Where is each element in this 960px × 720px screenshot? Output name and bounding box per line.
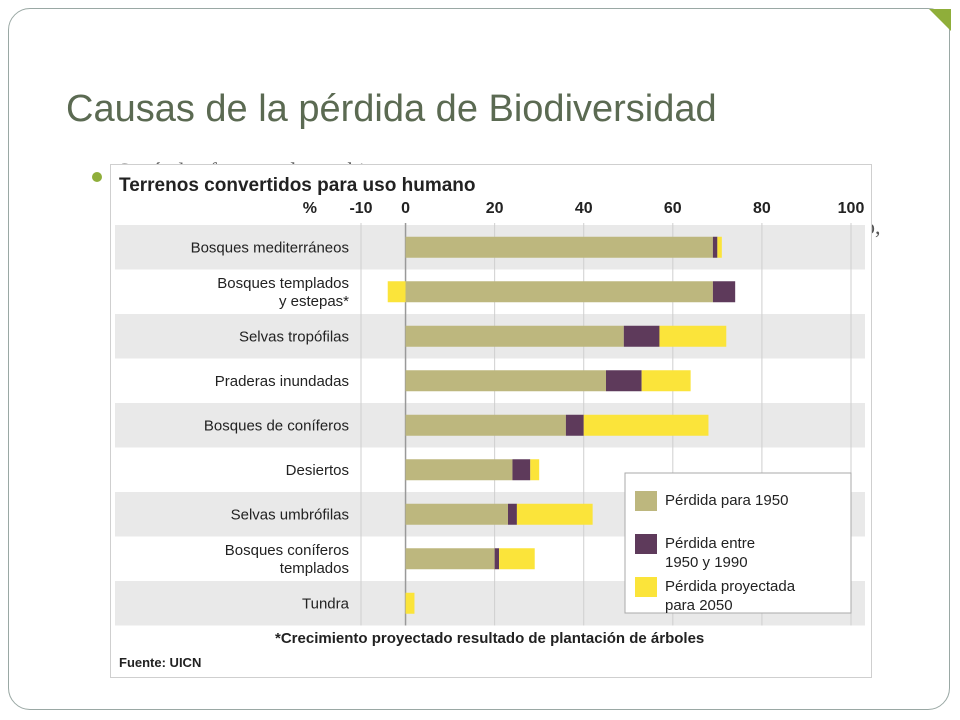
bar-segment	[405, 459, 513, 481]
slide-title: Causas de la pérdida de Biodiversidad	[66, 88, 717, 130]
source-label: Fuente: UICN	[119, 655, 201, 670]
category-label: Bosques mediterráneos	[191, 239, 349, 256]
category-label: Desiertos	[286, 462, 349, 479]
x-tick-label: -10	[349, 200, 372, 217]
bar-segment	[405, 370, 606, 392]
x-tick-label: 20	[486, 200, 504, 217]
bar-segment	[516, 503, 593, 525]
bar-segment	[494, 548, 500, 570]
legend-label: Pérdida proyectada	[665, 578, 796, 595]
legend-swatch	[635, 491, 657, 511]
legend-label: Pérdida entre	[665, 535, 755, 552]
bar-segment	[387, 281, 406, 303]
category-labels: Bosques mediterráneos Bosques templadosy …	[191, 239, 350, 612]
bars	[387, 236, 736, 614]
footnote: *Crecimiento proyectado resultado de pla…	[275, 630, 704, 647]
bar-segment	[405, 414, 566, 436]
x-tick-label: 0	[401, 200, 410, 217]
bar-segment	[565, 414, 584, 436]
bar-segment	[717, 236, 722, 258]
bar-segment	[712, 236, 718, 258]
category-label: Bosques coníferos	[225, 542, 349, 559]
bar-chart: Terrenos convertidos para uso humano % -…	[115, 175, 865, 670]
bar-segment	[712, 281, 736, 303]
chart-title: Terrenos convertidos para uso humano	[119, 175, 476, 196]
x-tick-labels: -10 0 20 40 60 80 100	[349, 200, 864, 217]
bar-segment	[405, 325, 624, 347]
x-tick-label: 100	[838, 200, 865, 217]
bar-segment	[659, 325, 727, 347]
bar-segment	[405, 503, 508, 525]
bar-segment	[512, 459, 531, 481]
category-label: Praderas inundadas	[215, 373, 349, 390]
chart-panel: Terrenos convertidos para uso humano % -…	[110, 164, 872, 678]
bar-segment	[583, 414, 709, 436]
corner-accent	[929, 9, 951, 31]
bar-segment	[641, 370, 691, 392]
legend: Pérdida para 1950 Pérdida entre 1950 y 199…	[624, 472, 852, 614]
legend-box	[624, 472, 852, 614]
x-tick-label: 80	[753, 200, 771, 217]
legend-swatch	[635, 534, 657, 554]
category-label: Tundra	[302, 595, 350, 612]
bar-segment	[405, 281, 713, 303]
category-label: y estepas*	[279, 293, 349, 310]
bar-segment	[405, 236, 713, 258]
x-tick-label: 40	[575, 200, 593, 217]
legend-label: Pérdida para 1950	[665, 492, 788, 509]
axis-unit-label: %	[303, 200, 317, 217]
legend-label: para 2050	[665, 597, 733, 614]
category-label: Selvas umbrófilas	[231, 506, 349, 523]
category-label: Bosques templados	[217, 275, 349, 292]
category-label: templados	[280, 560, 349, 577]
bullet-dot	[92, 172, 102, 182]
bar-segment	[499, 548, 535, 570]
legend-swatch	[635, 577, 657, 597]
category-label: Bosques de coníferos	[204, 417, 349, 434]
category-label: Selvas tropófilas	[239, 328, 349, 345]
bar-segment	[530, 459, 540, 481]
bar-segment	[405, 592, 415, 614]
bar-segment	[508, 503, 517, 525]
bar-segment	[606, 370, 642, 392]
bar-segment	[623, 325, 660, 347]
legend-label: 1950 y 1990	[665, 554, 748, 571]
bar-segment	[405, 548, 495, 570]
x-tick-label: 60	[664, 200, 682, 217]
